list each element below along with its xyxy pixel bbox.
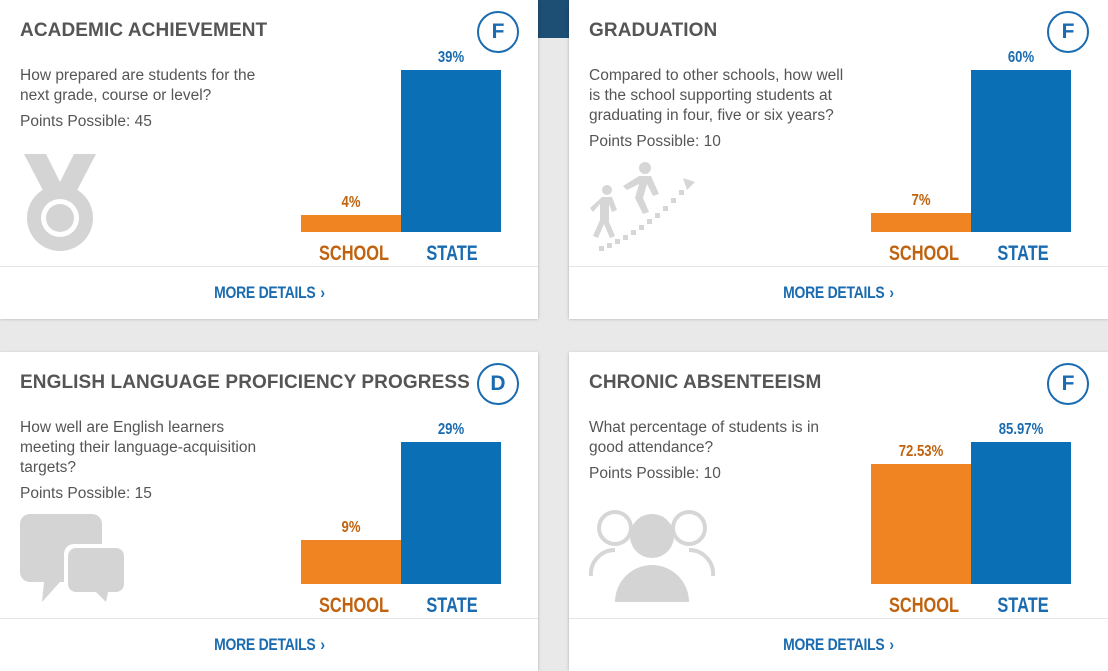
bar-state bbox=[401, 442, 501, 584]
description-text: How prepared are students for the next g… bbox=[20, 67, 256, 104]
x-label-state: STATE bbox=[997, 594, 1049, 617]
grade-badge: F bbox=[1047, 11, 1089, 53]
points-possible: Points Possible: 15 bbox=[20, 485, 152, 502]
value-label-school: 72.53% bbox=[898, 443, 944, 460]
value-label-state: 29% bbox=[437, 421, 465, 438]
bar-school bbox=[871, 213, 971, 232]
group-people-icon bbox=[588, 510, 716, 602]
bar-chart: 72.53% 85.97% bbox=[871, 421, 1072, 584]
card-title: CHRONIC ABSENTEEISM bbox=[589, 372, 822, 393]
nav-tab-marker bbox=[538, 0, 569, 38]
bar-state bbox=[401, 70, 501, 232]
more-details-label[interactable]: MORE DETAILS › bbox=[213, 283, 325, 302]
description-text: How well are English learners meeting th… bbox=[20, 419, 257, 476]
points-possible: Points Possible: 10 bbox=[589, 465, 721, 482]
climbing-stairs-icon bbox=[590, 162, 695, 251]
more-details-link[interactable]: MORE DETAILS › bbox=[569, 266, 1108, 319]
chevron-right-icon: › bbox=[319, 283, 325, 302]
bar-chart: 9% 29% bbox=[301, 421, 502, 584]
more-details-label[interactable]: MORE DETAILS › bbox=[783, 283, 894, 302]
card-description: Compared to other schools, how well is t… bbox=[589, 66, 849, 152]
more-details-label[interactable]: MORE DETAILS › bbox=[783, 635, 894, 654]
value-label-state: 85.97% bbox=[998, 421, 1044, 438]
x-label-school: SCHOOL bbox=[318, 242, 390, 265]
medal-icon bbox=[24, 154, 96, 251]
card-description: How prepared are students for the next g… bbox=[20, 66, 280, 132]
value-label-state: 60% bbox=[1007, 49, 1035, 66]
value-label-school: 4% bbox=[341, 194, 361, 211]
card-title: ACADEMIC ACHIEVEMENT bbox=[20, 20, 268, 41]
bar-school bbox=[301, 215, 401, 232]
more-details-label[interactable]: MORE DETAILS › bbox=[213, 635, 325, 654]
chevron-right-icon: › bbox=[889, 635, 894, 654]
x-label-state: STATE bbox=[426, 594, 478, 617]
description-text: What percentage of students is in good a… bbox=[589, 419, 820, 456]
card-title: ENGLISH LANGUAGE PROFICIENCY PROGRESS bbox=[20, 372, 470, 393]
chevron-right-icon: › bbox=[889, 283, 894, 302]
value-label-state: 39% bbox=[437, 49, 465, 66]
x-label-school: SCHOOL bbox=[318, 594, 390, 617]
x-label-school: SCHOOL bbox=[888, 242, 960, 265]
card-title: GRADUATION bbox=[589, 20, 718, 41]
card-academic-achievement: ACADEMIC ACHIEVEMENT F How prepared are … bbox=[0, 0, 538, 319]
chevron-right-icon: › bbox=[319, 635, 325, 654]
bar-chart: 4% 39% bbox=[301, 49, 502, 232]
card-description: What percentage of students is in good a… bbox=[589, 418, 849, 484]
value-label-school: 9% bbox=[341, 519, 361, 536]
x-label-school: SCHOOL bbox=[888, 594, 960, 617]
card-graduation: GRADUATION F Compared to other schools, … bbox=[569, 0, 1108, 319]
bar-state bbox=[971, 442, 1071, 584]
points-possible: Points Possible: 10 bbox=[589, 133, 721, 150]
grade-badge: D bbox=[477, 363, 519, 405]
more-details-link[interactable]: MORE DETAILS › bbox=[0, 618, 538, 671]
value-label-school: 7% bbox=[911, 192, 931, 209]
bar-school bbox=[301, 540, 401, 584]
bar-state bbox=[971, 70, 1071, 232]
bar-school bbox=[871, 464, 971, 584]
more-details-link[interactable]: MORE DETAILS › bbox=[569, 618, 1108, 671]
speech-bubbles-icon bbox=[20, 514, 128, 606]
grade-badge: F bbox=[1047, 363, 1089, 405]
x-label-state: STATE bbox=[997, 242, 1049, 265]
more-details-link[interactable]: MORE DETAILS › bbox=[0, 266, 538, 319]
points-possible: Points Possible: 45 bbox=[20, 113, 152, 130]
card-chronic-absenteeism: CHRONIC ABSENTEEISM F What percentage of… bbox=[569, 352, 1108, 671]
card-english-language-proficiency: ENGLISH LANGUAGE PROFICIENCY PROGRESS D … bbox=[0, 352, 538, 671]
bar-chart: 7% 60% bbox=[871, 49, 1072, 232]
grade-badge: F bbox=[477, 11, 519, 53]
x-label-state: STATE bbox=[426, 242, 478, 265]
card-description: How well are English learners meeting th… bbox=[20, 418, 280, 504]
description-text: Compared to other schools, how well is t… bbox=[589, 67, 844, 124]
